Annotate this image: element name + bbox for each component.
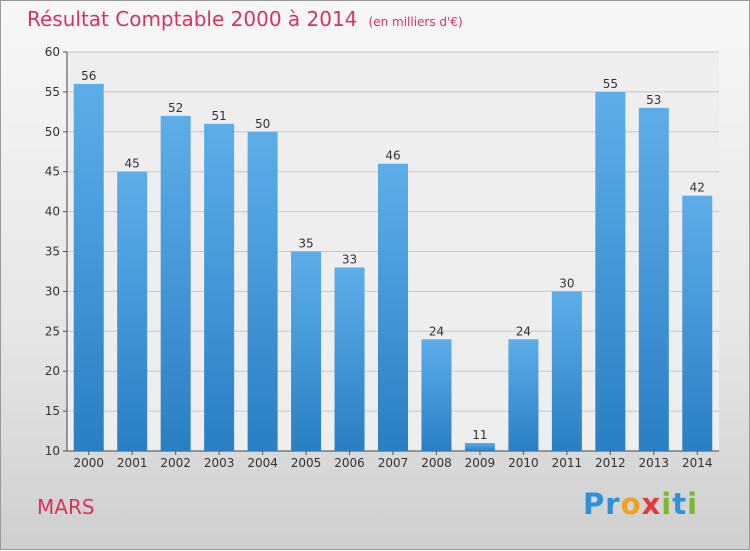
bar <box>204 123 235 451</box>
title-text: Résultat Comptable 2000 à 2014 <box>27 7 358 31</box>
bar <box>334 267 365 451</box>
logo-letter: r <box>605 487 621 521</box>
data-label: 24 <box>429 324 444 338</box>
y-tick-label: 55 <box>45 85 60 99</box>
data-label: 30 <box>559 276 574 290</box>
logo-letter: i <box>661 487 673 521</box>
bar <box>421 339 452 451</box>
data-label: 51 <box>211 109 226 123</box>
y-tick-label: 45 <box>45 165 60 179</box>
chart-title: Résultat Comptable 2000 à 2014 (en milli… <box>27 7 463 31</box>
x-tick-label: 2008 <box>421 456 452 470</box>
x-tick-label: 2007 <box>378 456 409 470</box>
bar <box>117 171 148 451</box>
data-label: 52 <box>168 101 183 115</box>
x-tick-label: 2001 <box>117 456 148 470</box>
data-label: 24 <box>516 324 531 338</box>
y-tick-label: 25 <box>45 324 60 338</box>
y-tick-label: 50 <box>45 125 60 139</box>
bar <box>682 195 713 451</box>
data-label: 46 <box>385 149 400 163</box>
unit-text: (en milliers d'€) <box>368 15 463 29</box>
data-label: 45 <box>125 157 140 171</box>
bar <box>378 163 408 451</box>
x-tick-label: 2005 <box>291 456 322 470</box>
x-tick-label: 2003 <box>204 456 235 470</box>
bar <box>551 291 582 451</box>
bar <box>73 83 104 452</box>
x-tick-label: 2002 <box>160 456 191 470</box>
bar <box>291 251 322 451</box>
x-tick-label: 2010 <box>508 456 539 470</box>
data-label: 50 <box>255 117 270 131</box>
data-label: 11 <box>472 428 487 442</box>
y-tick-label: 30 <box>45 284 60 298</box>
data-label: 53 <box>646 93 661 107</box>
bar <box>160 115 191 451</box>
y-tick-label: 60 <box>45 45 60 59</box>
bar <box>508 339 539 451</box>
x-tick-label: 2006 <box>334 456 365 470</box>
data-label: 55 <box>603 77 618 91</box>
bar <box>638 107 669 452</box>
logo-letter: x <box>641 487 662 521</box>
x-tick-label: 2000 <box>73 456 104 470</box>
data-label: 42 <box>690 181 705 195</box>
data-label: 33 <box>342 252 357 266</box>
y-tick-label: 35 <box>45 245 60 259</box>
y-tick-label: 10 <box>45 444 60 458</box>
x-tick-label: 2014 <box>682 456 713 470</box>
x-tick-label: 2004 <box>247 456 278 470</box>
x-tick-label: 2011 <box>552 456 583 470</box>
logo-letter: P <box>583 487 606 521</box>
bar <box>247 131 278 452</box>
x-tick-label: 2009 <box>465 456 496 470</box>
data-label: 35 <box>298 237 313 251</box>
logo-letter: o <box>620 487 642 521</box>
y-tick-label: 40 <box>45 205 60 219</box>
y-tick-label: 15 <box>45 404 60 418</box>
x-tick-label: 2013 <box>639 456 670 470</box>
y-tick-label: 20 <box>45 364 60 378</box>
logo-letter: t <box>672 487 688 521</box>
x-tick-label: 2012 <box>595 456 626 470</box>
town-name: MARS <box>37 495 95 519</box>
brand-logo: Proxiti <box>583 487 698 521</box>
logo-letter: i <box>687 487 699 521</box>
data-label: 56 <box>81 69 96 83</box>
bar <box>595 91 626 452</box>
bar <box>464 443 495 451</box>
